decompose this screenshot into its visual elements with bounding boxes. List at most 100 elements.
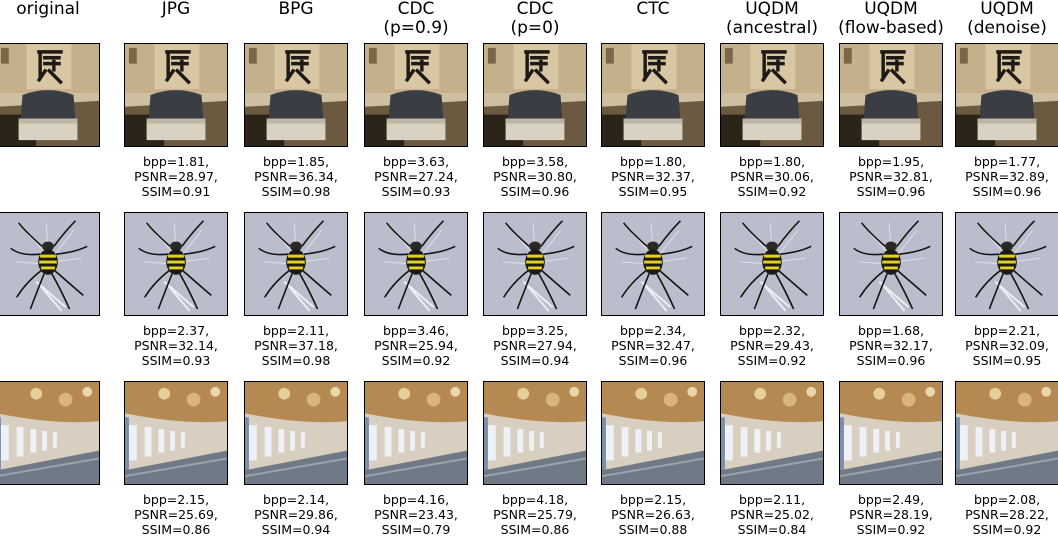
bpp-value: bpp=2.15,: [142, 492, 210, 507]
reconstructed-image: [244, 212, 348, 316]
metrics-caption: bpp=3.46, PSNR=25.94, SSIM=0.92: [356, 323, 476, 368]
reconstructed-image: [839, 212, 943, 316]
psnr-value: PSNR=32.14,: [134, 338, 218, 353]
reconstructed-image: [244, 381, 348, 485]
bpp-value: bpp=1.80,: [619, 154, 687, 169]
column-header-line1: CTC: [636, 0, 670, 19]
psnr-value: PSNR=32.09,: [965, 338, 1049, 353]
ssim-value: SSIM=0.95: [972, 353, 1042, 368]
ssim-value: SSIM=0.98: [261, 184, 331, 199]
reconstructed-image: [124, 212, 228, 316]
reconstructed-image: [601, 381, 705, 485]
bpp-value: bpp=1.77,: [973, 154, 1041, 169]
metrics-caption: bpp=2.11, PSNR=37.18, SSIM=0.98: [236, 323, 356, 368]
psnr-value: PSNR=30.80,: [493, 169, 577, 184]
psnr-value: PSNR=27.94,: [493, 338, 577, 353]
ssim-value: SSIM=0.96: [618, 353, 688, 368]
bpp-value: bpp=2.14,: [262, 492, 330, 507]
column-header-line1: UQDM: [980, 0, 1034, 19]
ssim-value: SSIM=0.98: [261, 353, 331, 368]
column-header: BPG: [236, 0, 356, 19]
metrics-caption: bpp=3.25, PSNR=27.94, SSIM=0.94: [475, 323, 595, 368]
original-image: [0, 43, 100, 147]
metrics-caption: bpp=2.49, PSNR=28.19, SSIM=0.92: [831, 492, 951, 537]
psnr-value: PSNR=36.34,: [254, 169, 338, 184]
ssim-value: SSIM=0.79: [381, 522, 451, 537]
column-header-line1: CDC: [397, 0, 435, 19]
psnr-value: PSNR=29.86,: [254, 507, 338, 522]
reconstructed-image: [124, 43, 228, 147]
metrics-caption: bpp=3.63, PSNR=27.24, SSIM=0.93: [356, 154, 476, 199]
ssim-value: SSIM=0.92: [972, 522, 1042, 537]
column-header: UQDM (flow-based): [831, 0, 951, 38]
ssim-value: SSIM=0.94: [261, 522, 331, 537]
bpp-value: bpp=2.15,: [619, 492, 687, 507]
column-header-line2: (denoise): [967, 18, 1047, 38]
bpp-value: bpp=3.46,: [382, 323, 450, 338]
metrics-caption: bpp=2.08, PSNR=28.22, SSIM=0.92: [947, 492, 1058, 537]
metrics-caption: bpp=2.34, PSNR=32.47, SSIM=0.96: [593, 323, 713, 368]
metrics-caption: bpp=4.18, PSNR=25.79, SSIM=0.86: [475, 492, 595, 537]
reconstructed-image: [955, 43, 1058, 147]
psnr-value: PSNR=25.79,: [493, 507, 577, 522]
original-image: [0, 212, 100, 316]
ssim-value: SSIM=0.86: [141, 522, 211, 537]
reconstructed-image: [839, 381, 943, 485]
psnr-value: PSNR=30.06,: [730, 169, 814, 184]
column-header-line1: BPG: [278, 0, 314, 19]
psnr-value: PSNR=32.81,: [849, 169, 933, 184]
column-header: UQDM (ancestral): [712, 0, 832, 38]
bpp-value: bpp=2.37,: [142, 323, 210, 338]
metrics-caption: bpp=2.14, PSNR=29.86, SSIM=0.94: [236, 492, 356, 537]
psnr-value: PSNR=25.94,: [374, 338, 458, 353]
bpp-value: bpp=1.68,: [857, 323, 925, 338]
ssim-value: SSIM=0.92: [381, 353, 451, 368]
metrics-caption: bpp=2.15, PSNR=26.63, SSIM=0.88: [593, 492, 713, 537]
column-header-line1: UQDM: [745, 0, 799, 19]
reconstructed-image: [364, 381, 468, 485]
ssim-value: SSIM=0.93: [141, 353, 211, 368]
metrics-caption: bpp=2.11, PSNR=25.02, SSIM=0.84: [712, 492, 832, 537]
metrics-caption: bpp=1.80, PSNR=30.06, SSIM=0.92: [712, 154, 832, 199]
psnr-value: PSNR=32.89,: [965, 169, 1049, 184]
bpp-value: bpp=1.80,: [738, 154, 806, 169]
bpp-value: bpp=2.21,: [973, 323, 1041, 338]
psnr-value: PSNR=37.18,: [254, 338, 338, 353]
psnr-value: PSNR=28.97,: [134, 169, 218, 184]
ssim-value: SSIM=0.96: [856, 353, 926, 368]
metrics-caption: bpp=2.37, PSNR=32.14, SSIM=0.93: [116, 323, 236, 368]
reconstructed-image: [720, 212, 824, 316]
original-image: [0, 381, 100, 485]
column-header: CDC (p=0): [475, 0, 595, 38]
psnr-value: PSNR=23.43,: [374, 507, 458, 522]
bpp-value: bpp=2.11,: [738, 492, 806, 507]
bpp-value: bpp=4.18,: [501, 492, 569, 507]
ssim-value: SSIM=0.93: [381, 184, 451, 199]
reconstructed-image: [483, 381, 587, 485]
reconstructed-image: [720, 43, 824, 147]
metrics-caption: bpp=2.32, PSNR=29.43, SSIM=0.92: [712, 323, 832, 368]
ssim-value: SSIM=0.92: [856, 522, 926, 537]
bpp-value: bpp=3.63,: [382, 154, 450, 169]
ssim-value: SSIM=0.96: [856, 184, 926, 199]
metrics-caption: bpp=4.16, PSNR=23.43, SSIM=0.79: [356, 492, 476, 537]
column-header-line1: CDC: [516, 0, 554, 19]
bpp-value: bpp=1.85,: [262, 154, 330, 169]
reconstructed-image: [955, 212, 1058, 316]
ssim-value: SSIM=0.88: [618, 522, 688, 537]
column-header-line1: original: [16, 0, 80, 19]
reconstructed-image: [601, 212, 705, 316]
bpp-value: bpp=2.32,: [738, 323, 806, 338]
metrics-caption: bpp=1.68, PSNR=32.17, SSIM=0.96: [831, 323, 951, 368]
column-header-line2: (p=0.9): [383, 18, 449, 38]
metrics-caption: bpp=1.77, PSNR=32.89, SSIM=0.96: [947, 154, 1058, 199]
metrics-caption: bpp=2.21, PSNR=32.09, SSIM=0.95: [947, 323, 1058, 368]
ssim-value: SSIM=0.84: [737, 522, 807, 537]
bpp-value: bpp=2.49,: [857, 492, 925, 507]
ssim-value: SSIM=0.92: [737, 353, 807, 368]
metrics-caption: bpp=1.95, PSNR=32.81, SSIM=0.96: [831, 154, 951, 199]
column-header-line1: UQDM: [864, 0, 918, 19]
reconstructed-image: [364, 43, 468, 147]
psnr-value: PSNR=26.63,: [611, 507, 695, 522]
bpp-value: bpp=2.08,: [973, 492, 1041, 507]
